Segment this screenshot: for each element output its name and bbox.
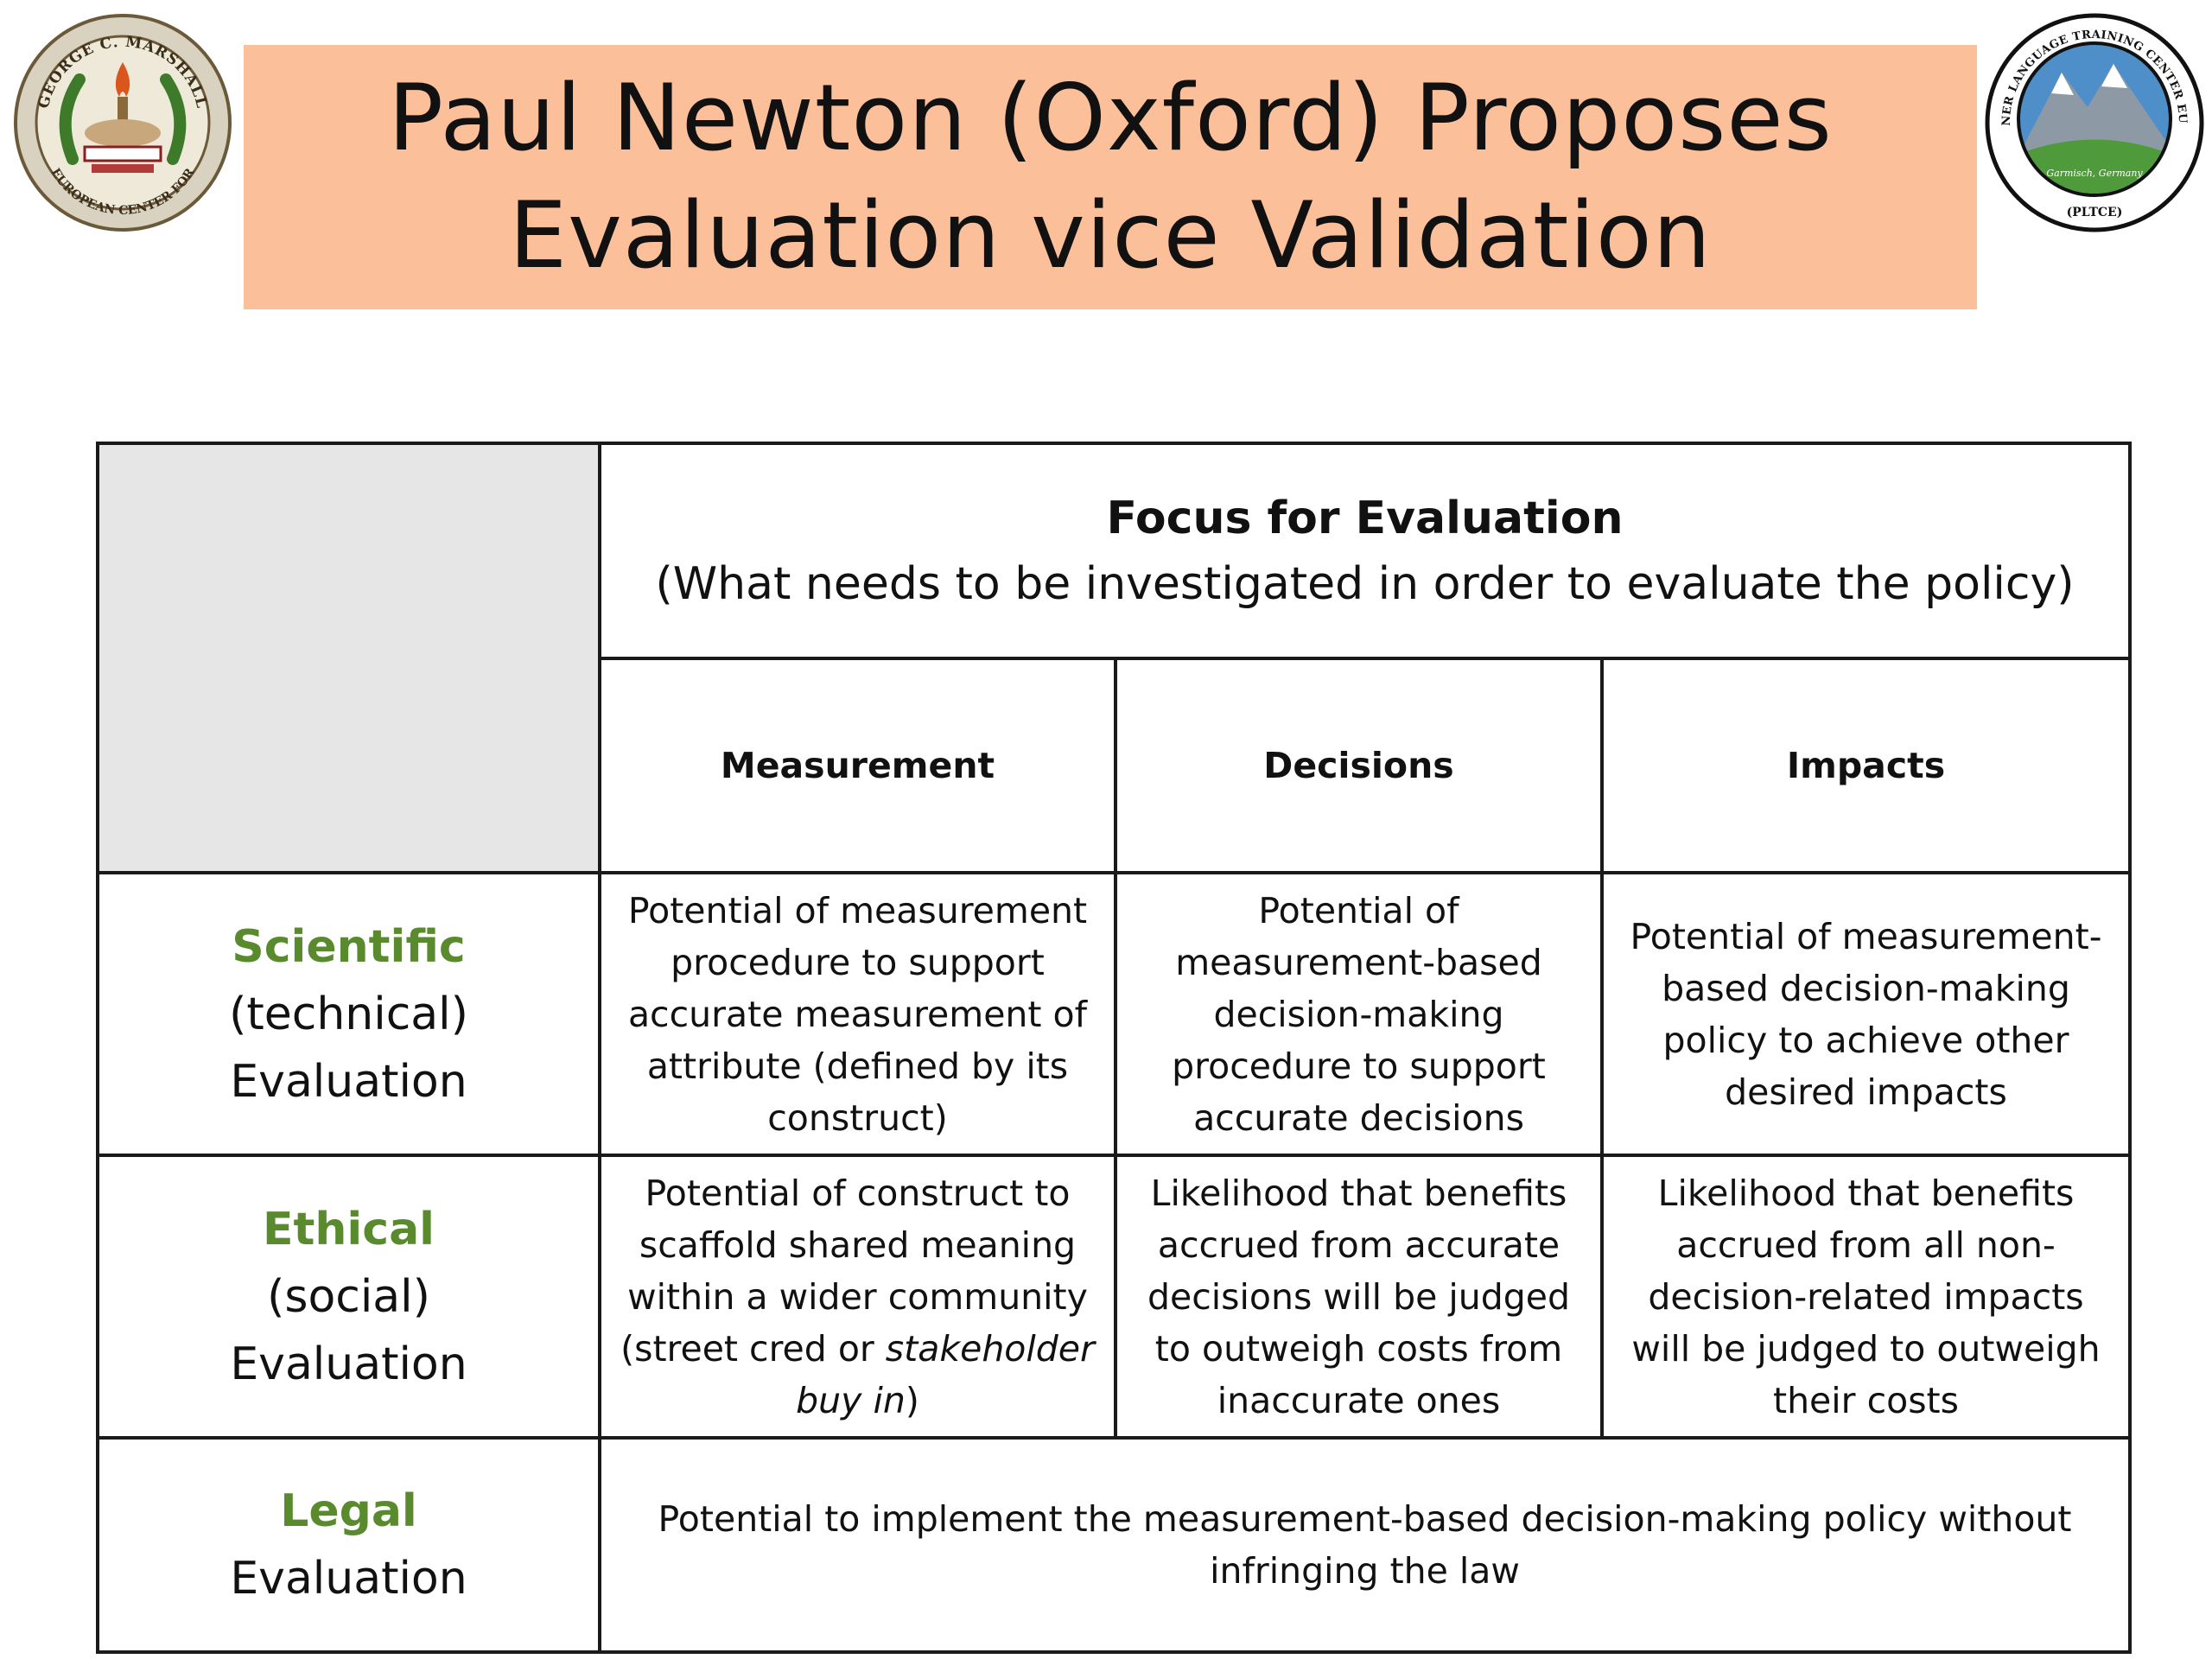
- corner-cell: [96, 442, 601, 874]
- cell-scientific-decisions: Potential of measurement-based decision-…: [1114, 871, 1604, 1157]
- cell-ethical-measurement-text: Potential of construct to scaffold share…: [620, 1172, 1088, 1370]
- cell-scientific-measurement: Potential of measurement procedure to su…: [598, 871, 1117, 1157]
- slide-title-line-2: Evaluation vice Validation: [509, 182, 1712, 289]
- row-label-ethical-sub2: Evaluation: [230, 1338, 467, 1390]
- cell-ethical-impacts: Likelihood that benefits accrued from al…: [1599, 1154, 2133, 1440]
- row-label-legal-sub2: Evaluation: [230, 1553, 467, 1605]
- cell-ethical-measurement-close: ): [905, 1379, 919, 1421]
- pltce-mountain-seal-icon: PARTNER LANGUAGE TRAINING CENTER EUROPE …: [1984, 12, 2204, 232]
- column-header-decisions: Decisions: [1114, 657, 1604, 874]
- column-header-impacts: Impacts: [1599, 657, 2133, 874]
- table-row-ethical: Ethical (social) Evaluation Potential of…: [96, 1154, 2133, 1440]
- row-label-ethical-sub1: (social): [267, 1270, 430, 1323]
- row-label-scientific: Scientific (technical) Evaluation: [96, 871, 601, 1157]
- row-label-ethical-name: Ethical: [263, 1203, 435, 1255]
- marshall-center-seal-icon: GEORGE C. MARSHALL EUROPEAN CENTER FOR: [14, 14, 232, 232]
- right-seal-inner-text: Garmisch, Germany: [2046, 168, 2143, 179]
- row-label-legal-name: Legal: [280, 1485, 417, 1537]
- evaluation-table: Focus for Evaluation (What needs to be i…: [96, 442, 2133, 1654]
- row-label-scientific-name: Scientific: [232, 920, 466, 973]
- table-row-scientific: Scientific (technical) Evaluation Potent…: [96, 871, 2133, 1157]
- table-row-legal: Legal Evaluation Potential to implement …: [96, 1436, 2133, 1654]
- row-label-legal: Legal Evaluation: [96, 1436, 601, 1654]
- cell-ethical-measurement-italic: stakeholder buy in: [796, 1327, 1095, 1421]
- row-label-ethical: Ethical (social) Evaluation: [96, 1154, 601, 1440]
- cell-ethical-decisions: Likelihood that benefits accrued from ac…: [1114, 1154, 1604, 1440]
- row-label-scientific-sub1: (technical): [229, 988, 468, 1040]
- cell-scientific-impacts: Potential of measurement-based decision-…: [1599, 871, 2133, 1157]
- cell-ethical-measurement: Potential of construct to scaffold share…: [598, 1154, 1117, 1440]
- column-header-measurement: Measurement: [598, 657, 1117, 874]
- column-header-row: Measurement Decisions Impacts: [98, 657, 2133, 874]
- title-banner: Paul Newton (Oxford) Proposes Evaluation…: [244, 45, 1977, 309]
- focus-title: Focus for Evaluation: [1106, 492, 1624, 544]
- slide-title-line-1: Paul Newton (Oxford) Proposes: [388, 65, 1833, 171]
- focus-header-row: Focus for Evaluation (What needs to be i…: [96, 442, 2133, 874]
- cell-legal-merged: Potential to implement the measurement-b…: [597, 1436, 2133, 1654]
- focus-subtitle: (What needs to be investigated in order …: [655, 557, 2075, 610]
- row-label-scientific-sub2: Evaluation: [230, 1055, 467, 1108]
- focus-header-cell: Focus for Evaluation (What needs to be i…: [597, 442, 2133, 660]
- right-seal-bottom-text: (PLTCE): [2067, 206, 2123, 219]
